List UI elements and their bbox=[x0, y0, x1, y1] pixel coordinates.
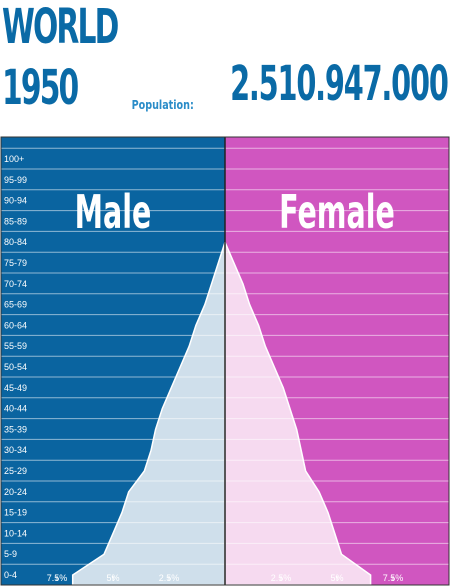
age-group-label: 100+ bbox=[4, 154, 24, 164]
population-label: Population: bbox=[131, 98, 194, 112]
chart-frame bbox=[0, 136, 450, 586]
age-group-label: 95-99 bbox=[4, 175, 27, 185]
age-group-label: 20-24 bbox=[4, 487, 27, 497]
age-group-label: 50-54 bbox=[4, 362, 27, 372]
age-group-label: 90-94 bbox=[4, 196, 27, 206]
age-group-label: 5-9 bbox=[4, 549, 17, 559]
age-group-label: 85-89 bbox=[4, 216, 27, 226]
male-side-label: Male bbox=[75, 186, 152, 240]
year-title: 1950 bbox=[2, 60, 79, 116]
age-group-label: 80-84 bbox=[4, 237, 27, 247]
female-side-label: Female bbox=[279, 186, 395, 240]
age-group-label: 60-64 bbox=[4, 320, 27, 330]
age-group-label: 10-14 bbox=[4, 528, 27, 538]
tick-label: 7.5% bbox=[383, 573, 404, 583]
age-group-label: 15-19 bbox=[4, 508, 27, 518]
age-group-label: 45-49 bbox=[4, 383, 27, 393]
region-title: WORLD bbox=[2, 0, 119, 55]
age-group-label: 65-69 bbox=[4, 300, 27, 310]
age-group-label: 40-44 bbox=[4, 404, 27, 414]
population-value: 2.510.947.000 bbox=[230, 56, 449, 112]
x-axis-ticks: 7.5% 7.5% 5% 5% 2.5% 2.5% bbox=[47, 573, 404, 583]
age-group-label: 75-79 bbox=[4, 258, 27, 268]
tick-label: 2.5% bbox=[271, 573, 292, 583]
tick-label: 5% bbox=[330, 573, 343, 583]
age-group-label: 25-29 bbox=[4, 466, 27, 476]
header: WORLD 1950 Population: 2.510.947.000 bbox=[0, 0, 450, 132]
age-group-label: 55-59 bbox=[4, 341, 27, 351]
age-group-label: 35-39 bbox=[4, 424, 27, 434]
age-group-label: 70-74 bbox=[4, 279, 27, 289]
age-group-labels: 0-4 5-9 10-14 15-19 20-24 25-29 30-34 35-39 40-4… bbox=[4, 154, 27, 580]
age-group-label: 0-4 bbox=[4, 570, 17, 580]
age-group-label: 30-34 bbox=[4, 445, 27, 455]
tick-label: 7.5% bbox=[47, 573, 68, 583]
tick-label: 2.5% bbox=[159, 573, 180, 583]
tick-label: 5% bbox=[106, 573, 119, 583]
